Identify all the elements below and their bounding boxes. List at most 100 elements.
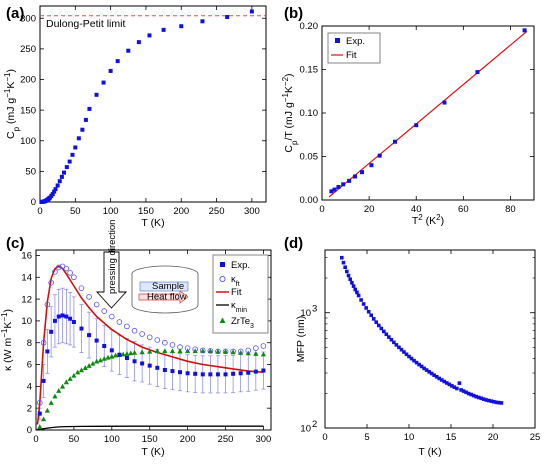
y-tick-label: 16: [21, 251, 32, 262]
data-point: [499, 401, 504, 405]
exp-point: [200, 372, 205, 377]
exp-point: [37, 411, 42, 416]
data-point: [364, 306, 368, 310]
y-tick-label: 150: [20, 105, 36, 116]
data-point: [57, 179, 62, 184]
zrte3-point: [260, 351, 267, 357]
data-point: [70, 152, 75, 157]
data-point: [457, 381, 462, 385]
data-point: [466, 391, 471, 396]
data-point: [126, 48, 131, 53]
kft-point: [52, 269, 58, 275]
data-point: [434, 375, 439, 379]
zrte3-point: [154, 348, 160, 354]
exp-point: [79, 326, 84, 331]
data-point: [407, 354, 411, 359]
data-point: [481, 397, 486, 401]
zrte3-point: [200, 348, 206, 354]
data-points-a: [39, 9, 254, 204]
zrte3-point: [222, 348, 229, 354]
sample-label: Sample: [152, 281, 184, 292]
data-point: [361, 302, 366, 306]
data-point: [497, 400, 501, 405]
zrte3-point: [207, 348, 213, 354]
data-point: [340, 255, 344, 260]
data-point: [475, 70, 480, 75]
fit-line-c: [36, 265, 264, 425]
data-point: [115, 59, 120, 64]
data-point: [419, 364, 424, 369]
data-point: [369, 313, 373, 318]
data-points-b: [329, 28, 527, 194]
data-point: [392, 340, 396, 345]
kft-point: [253, 345, 259, 351]
data-point: [343, 265, 347, 270]
x-tick-label: 100: [103, 206, 119, 217]
data-point: [455, 386, 459, 391]
data-point: [376, 323, 381, 328]
kft-point: [109, 313, 115, 320]
zrte3-point: [48, 400, 54, 405]
data-point: [108, 68, 113, 73]
exp-point: [193, 371, 198, 376]
data-point: [356, 293, 361, 298]
data-point: [522, 28, 527, 33]
data-point: [345, 269, 349, 274]
zrte3-point: [169, 348, 176, 354]
data-point: [489, 399, 494, 403]
zrte3-point: [131, 349, 138, 355]
kft-point: [177, 344, 183, 350]
data-series-c: [35, 263, 267, 431]
zrte3-point: [52, 393, 58, 399]
zrte3-point: [90, 360, 96, 366]
kft-point: [237, 348, 244, 355]
zrte3-point: [177, 348, 183, 354]
data-point: [101, 80, 106, 85]
plot-frame-a: [39, 5, 267, 203]
exp-point: [87, 333, 92, 338]
data-point: [360, 170, 365, 175]
exp-point: [147, 363, 152, 368]
zrte3-point: [75, 369, 81, 375]
y-tick-label: 6: [27, 360, 32, 371]
data-point: [347, 178, 352, 183]
y-tick-label: 0: [31, 197, 36, 208]
data-point: [464, 390, 468, 395]
zrte3-point: [147, 348, 153, 354]
zrte3-point: [162, 348, 168, 354]
kft-point: [184, 345, 191, 351]
data-point: [469, 392, 473, 397]
data-point: [382, 329, 386, 334]
zrte3-point: [230, 349, 236, 355]
y-tick-label: 10: [300, 308, 311, 319]
kft-point: [222, 348, 229, 355]
data-point: [394, 343, 399, 347]
data-point: [417, 362, 421, 367]
zrte3-point: [40, 416, 47, 422]
data-point: [336, 184, 341, 189]
zrte3-point: [71, 372, 77, 378]
x-tick-label: 250: [218, 434, 234, 445]
x-tick-label: 40: [411, 204, 422, 215]
data-point: [225, 15, 230, 20]
x-tick-label: 200: [173, 206, 189, 217]
data-point: [179, 24, 184, 29]
exp-point: [155, 365, 160, 370]
data-point: [484, 398, 489, 402]
y-tick-label: 0.20: [300, 21, 319, 32]
data-point: [409, 356, 414, 361]
legend-b: Exp. Fit: [327, 32, 381, 64]
panel-letter-d: (d): [284, 235, 303, 252]
exp-point: [162, 368, 167, 372]
panel-b-cp-over-t: (b) 0 20 40 60 80 0.00 0.05 0.10 0.15 0.20 Exp. F…: [281, 5, 535, 227]
data-point: [366, 309, 371, 314]
exp-point: [68, 316, 73, 321]
exp-point: [102, 344, 107, 348]
zrte3-point: [109, 353, 115, 359]
data-point: [393, 139, 398, 144]
kft-point: [116, 319, 123, 325]
data-point: [52, 189, 57, 194]
y-tick-label: 0.05: [300, 152, 319, 163]
data-point: [136, 40, 141, 45]
pressing-direction-label: pressing direction: [107, 220, 118, 294]
